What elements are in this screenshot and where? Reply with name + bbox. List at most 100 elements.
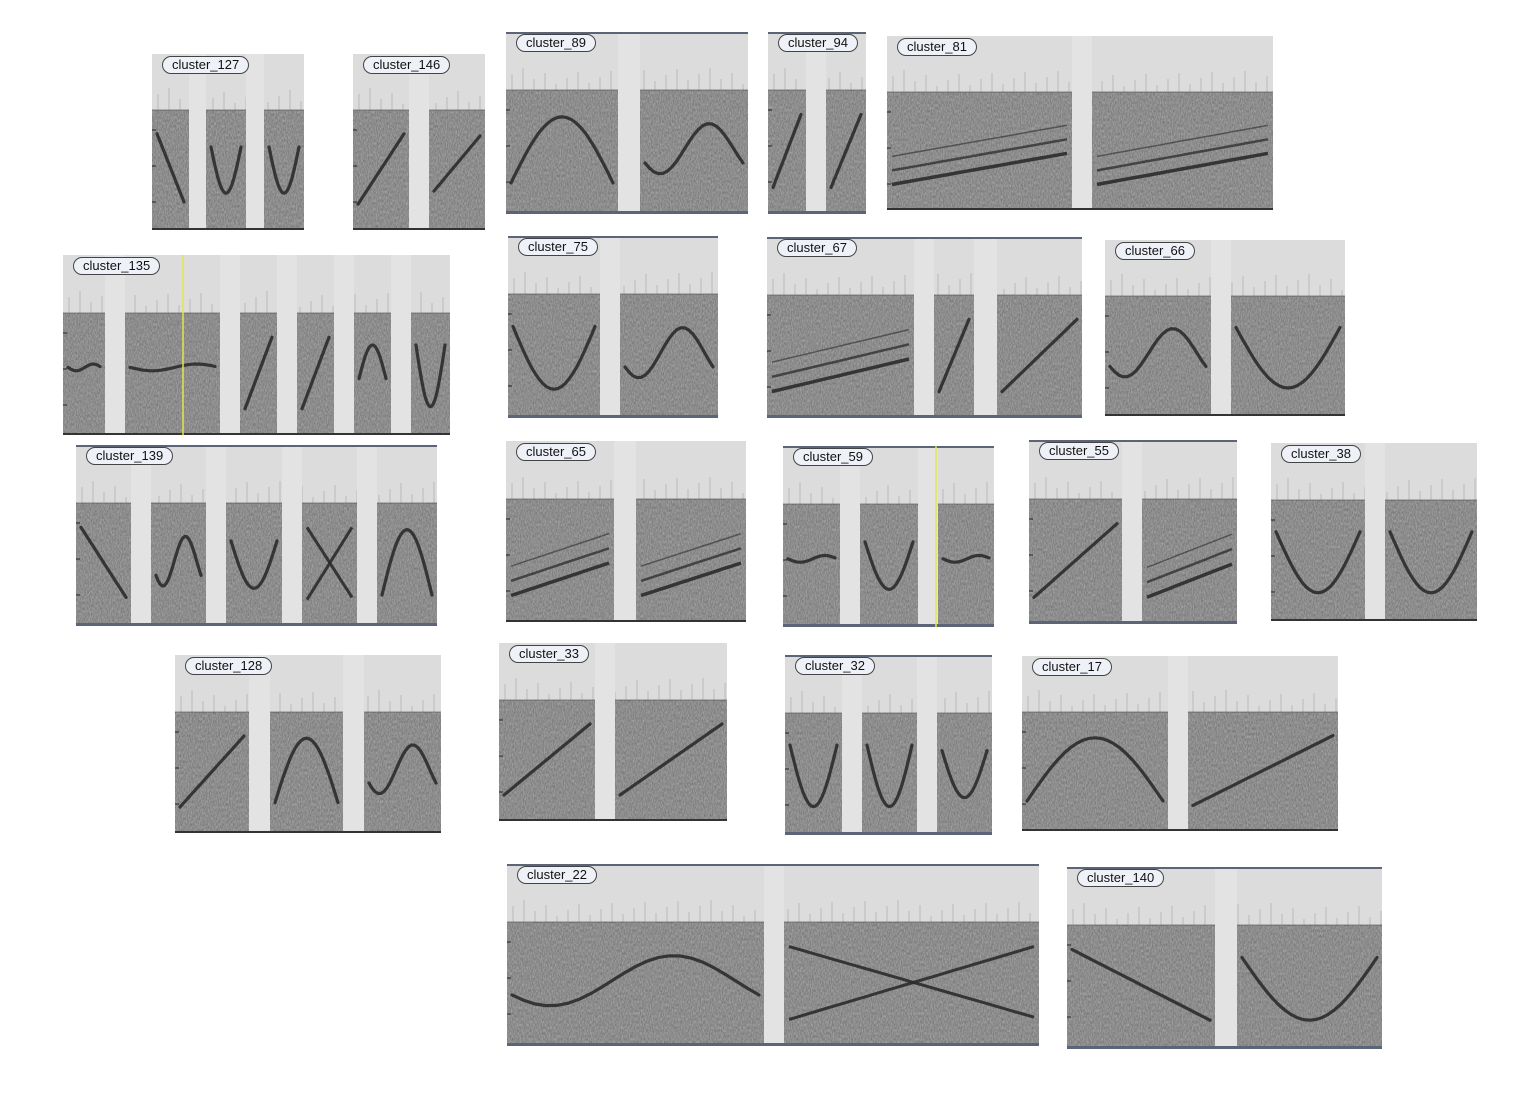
call-contour [640,547,742,583]
segment-gap [595,643,615,821]
cluster-panel-55[interactable]: cluster_55 [1029,440,1237,624]
call-contour [414,343,447,409]
segment-gap [764,864,784,1046]
call-contour [788,743,839,809]
call-contour [380,527,434,597]
cluster-panel-67[interactable]: cluster_67 [767,237,1082,418]
call-contour [273,736,340,805]
cluster-label: cluster_94 [778,34,858,52]
cluster-label: cluster_135 [73,257,161,275]
call-contour [623,326,715,380]
spectrogram-image [353,54,485,230]
cluster-label: cluster_140 [1077,869,1165,887]
call-contour [1096,124,1269,158]
segment-gap [1122,440,1142,624]
segment-gap [614,441,636,622]
spectrogram-image [499,643,727,821]
cluster-panel-81[interactable]: cluster_81 [887,36,1273,210]
spectrogram-image [783,446,994,627]
call-contour [305,526,354,601]
cluster-label: cluster_127 [162,56,250,74]
cluster-panel-38[interactable]: cluster_38 [1271,443,1477,621]
segment-gap [246,54,264,230]
cluster-panel-139[interactable]: cluster_139 [76,445,437,626]
spectrogram-image [785,655,992,835]
call-contour [640,561,742,598]
call-contour [79,525,128,599]
call-contour [788,945,1035,1021]
call-contour [771,112,803,190]
call-contour [618,722,724,797]
cluster-panel-135[interactable]: cluster_135 [63,255,450,435]
segment-gap [131,445,151,626]
cluster-panel-94[interactable]: cluster_94 [768,32,866,214]
cluster-label: cluster_65 [516,443,596,461]
call-contour [1146,562,1233,599]
cluster-label: cluster_32 [795,657,875,675]
cluster-panel-75[interactable]: cluster_75 [508,236,718,418]
call-contour [356,132,406,206]
spectrogram-image [152,54,304,230]
call-contour [891,151,1068,187]
cluster-panel-32[interactable]: cluster_32 [785,655,992,835]
call-contour [155,132,186,204]
cluster-label: cluster_66 [1115,242,1195,260]
call-contour [357,343,388,381]
cluster-panel-127[interactable]: cluster_127 [152,54,304,230]
call-contour [863,540,915,592]
segment-gap [618,32,640,214]
cluster-panel-65[interactable]: cluster_65 [506,441,746,622]
cluster-panel-128[interactable]: cluster_128 [175,655,441,833]
segment-gap [206,445,226,626]
cluster-panel-33[interactable]: cluster_33 [499,643,727,821]
cluster-label: cluster_38 [1281,445,1361,463]
cluster-label: cluster_128 [185,657,273,675]
segment-gap [249,655,270,833]
segment-gap [1168,656,1188,831]
call-contour [432,134,482,193]
call-contour [1096,138,1269,172]
segment-gap [1215,867,1237,1049]
segment-gap [343,655,364,833]
call-contour [1108,327,1208,379]
spectrogram-image [1022,656,1338,831]
cluster-label: cluster_33 [509,645,589,663]
spectrogram-image [1105,240,1345,416]
call-contour [511,324,597,391]
segment-gap [277,255,297,435]
call-contour [891,124,1068,158]
cluster-label: cluster_89 [516,34,596,52]
call-contour [1096,151,1269,187]
cluster-panel-89[interactable]: cluster_89 [506,32,748,214]
segment-gap [1365,443,1385,621]
call-contour [771,343,910,379]
cluster-panel-17[interactable]: cluster_17 [1022,656,1338,831]
call-contour [509,115,615,185]
call-contour [1025,736,1165,803]
cluster-panel-140[interactable]: cluster_140 [1067,867,1382,1049]
spectrogram-image [767,237,1082,418]
call-contour [1146,533,1233,569]
segment-gap [391,255,411,435]
call-contour [937,317,971,394]
call-contour [865,743,914,809]
cluster-panel-146[interactable]: cluster_146 [353,54,485,230]
segment-gap [105,255,125,435]
call-contour [941,553,991,564]
segment-gap [914,237,934,418]
call-contour [66,362,102,373]
cluster-panel-66[interactable]: cluster_66 [1105,240,1345,416]
call-contour [229,539,279,591]
spectrogram-image [1271,443,1477,621]
call-contour [1388,530,1474,595]
segment-gap [189,54,206,230]
call-contour [178,734,246,809]
segment-gap [806,32,826,214]
cluster-panel-59[interactable]: cluster_59 [783,446,994,627]
spectrogram-image [506,32,748,214]
segment-gap [1211,240,1231,416]
call-contour [1234,325,1342,390]
cluster-panel-22[interactable]: cluster_22 [507,864,1039,1046]
spectrogram-image [887,36,1273,210]
segment-gap [334,255,354,435]
